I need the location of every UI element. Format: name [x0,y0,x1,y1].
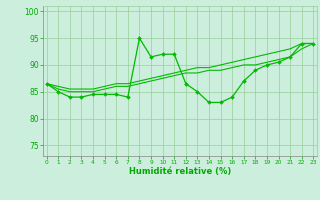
X-axis label: Humidité relative (%): Humidité relative (%) [129,167,231,176]
